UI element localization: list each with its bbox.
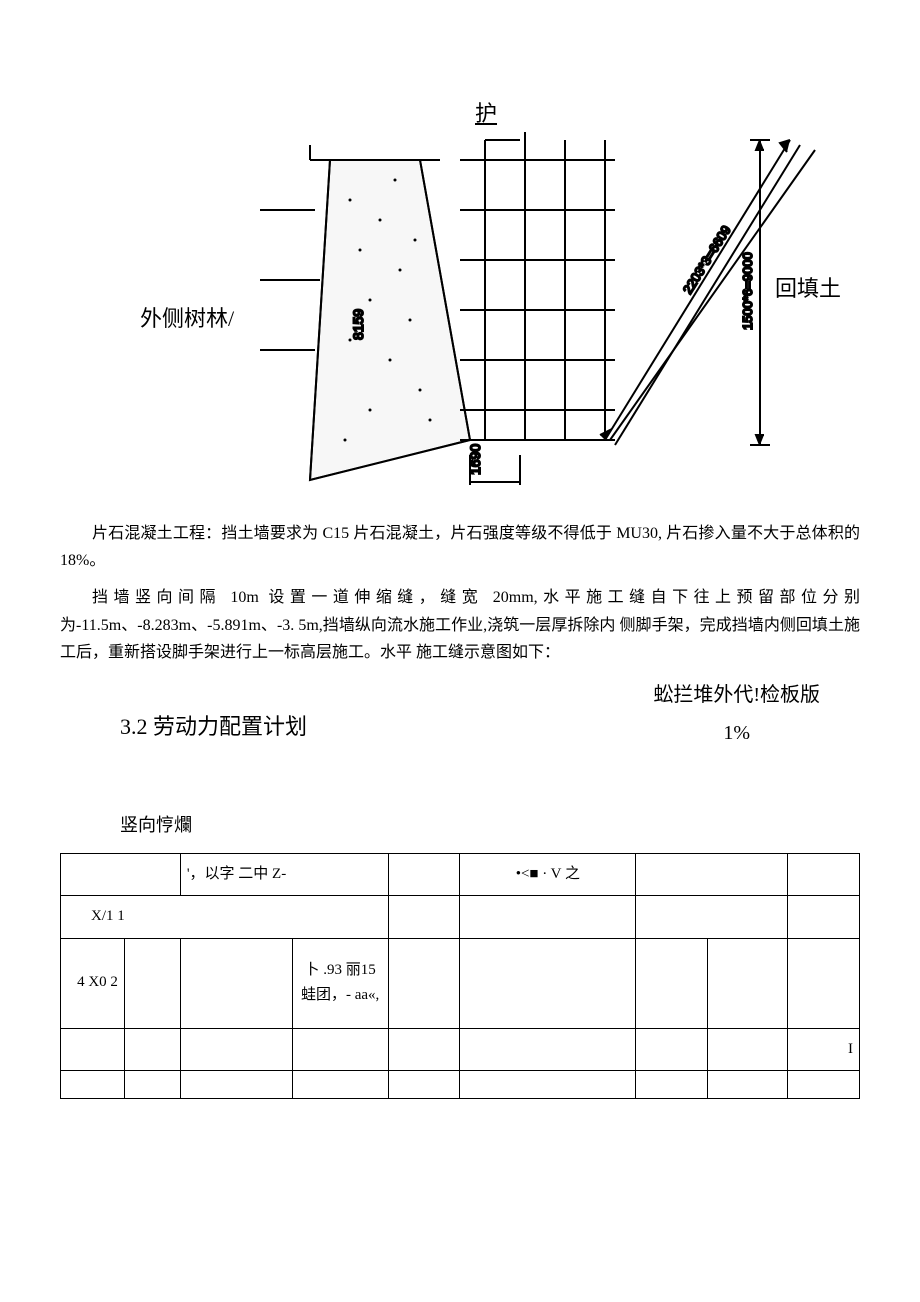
cell-r1c6 [636, 853, 788, 896]
dim-fill: 1500*6=9000 [740, 252, 755, 330]
cell-r3c6 [636, 938, 708, 1028]
cell-r2c5 [788, 896, 860, 939]
cell-r4c3 [180, 1028, 292, 1071]
dim-brace: 2203*3=6609 [680, 223, 734, 297]
cell-r2c2 [388, 896, 460, 939]
side-text-top: 蚣拦堆外代!检板版 [653, 678, 820, 712]
cell-r5c5 [388, 1071, 460, 1099]
cell-r2c3 [460, 896, 636, 939]
paragraph-stone-concrete: 片石混凝土工程：挡土墙要求为 C15 片石混凝土，片石强度等级不得低于 MU30… [60, 520, 860, 574]
cell-r4c1 [61, 1028, 125, 1071]
dim-1690: 1690 [467, 444, 483, 475]
scaffold-diagram: 外侧树林/ 护 回填土 [60, 90, 860, 510]
cell-r5c4 [292, 1071, 388, 1099]
cell-r4c5 [388, 1028, 460, 1071]
cell-r3c2b [180, 938, 292, 1028]
cell-r4c9: I [788, 1028, 860, 1071]
cell-r4c4 [292, 1028, 388, 1071]
cell-r1c4 [388, 853, 460, 896]
scaffold-svg: 8159 1690 [260, 110, 820, 510]
heading-labor-plan: 3.2 劳动力配置计划 [120, 708, 307, 745]
cell-r1c8 [788, 853, 860, 896]
cell-r5c8 [708, 1071, 788, 1099]
cell-r2c4 [636, 896, 788, 939]
dim-8159: 8159 [350, 309, 366, 340]
cell-r3c2 [124, 938, 180, 1028]
labor-table: '，以字 二中 Z- •<■ · V 之 X/1 1 4 X0 2 卜 .93 … [60, 853, 860, 1100]
side-notes: 蚣拦堆外代!检板版 1% [653, 678, 820, 750]
cell-r3c4 [388, 938, 460, 1028]
cell-r4c2 [124, 1028, 180, 1071]
cell-r4c8 [708, 1028, 788, 1071]
cell-r3c7 [708, 938, 788, 1028]
cell-r5c2 [124, 1071, 180, 1099]
cell-r5c9 [788, 1071, 860, 1099]
side-text-bottom: 1% [653, 716, 750, 750]
cell-r5c6 [460, 1071, 636, 1099]
cell-r2c1: X/1 1 [61, 896, 389, 939]
cell-r4c7 [636, 1028, 708, 1071]
cell-r1c2: '，以字 二中 Z- [180, 853, 388, 896]
cell-r1c1 [61, 853, 181, 896]
cell-r3c3: 卜 .93 丽15 蛙团，- aa«, [292, 938, 388, 1028]
label-outer-forest: 外侧树林/ [140, 300, 234, 337]
cell-r1c5: •<■ · V 之 [460, 853, 636, 896]
cell-r3c5 [460, 938, 636, 1028]
cell-r5c7 [636, 1071, 708, 1099]
cell-r3c8 [788, 938, 860, 1028]
cell-r5c3 [180, 1071, 292, 1099]
cell-r3c1: 4 X0 2 [61, 938, 125, 1028]
cell-r4c6 [460, 1028, 636, 1071]
paragraph-expansion-joint: 挡墙竖向间隔 10m 设置一道伸缩缝，缝宽 20mm,水平施工缝自下往上预留部位… [60, 584, 860, 666]
sub-label-vertical: 竖向悙爛 [120, 810, 860, 841]
cell-r5c1 [61, 1071, 125, 1099]
